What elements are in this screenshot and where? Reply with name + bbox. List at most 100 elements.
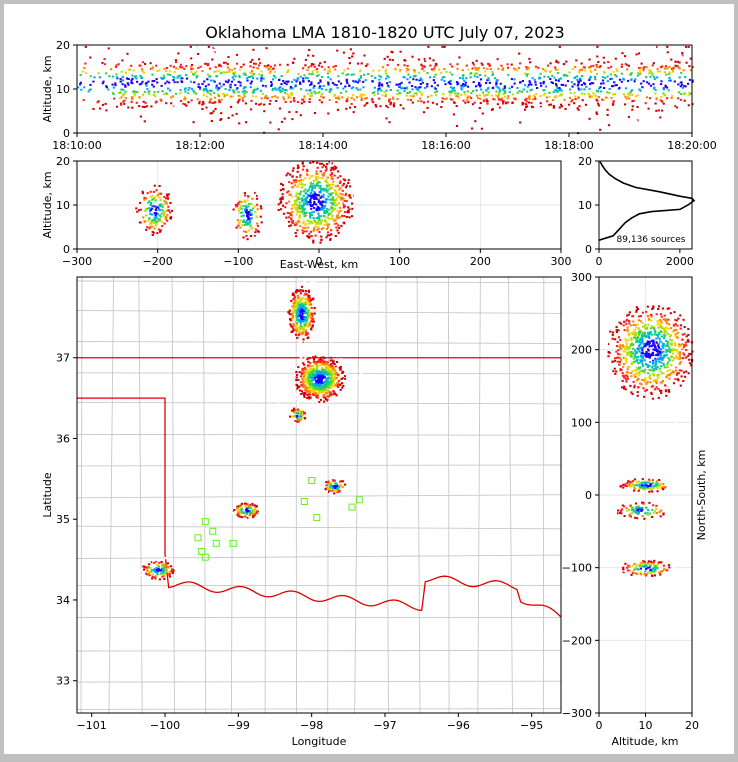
altitude-eastwest-source [298, 184, 300, 186]
altitude-eastwest-source [323, 194, 325, 196]
altitude-time-source [603, 57, 605, 59]
altitude-time-source [328, 66, 330, 68]
plan-view-source [155, 575, 157, 577]
altitude-time-source [439, 104, 441, 106]
plan-view-source [304, 418, 306, 420]
altitude-eastwest-source [245, 235, 247, 237]
plan-view-source [241, 503, 243, 505]
altitude-time-source [408, 129, 410, 131]
altitude-time-source [584, 70, 586, 72]
altitude-time-source [86, 112, 88, 114]
altitude-eastwest-source [311, 212, 313, 214]
plan-view-source [313, 361, 315, 363]
altitude-eastwest-source [330, 229, 332, 231]
altitude-time-source [465, 84, 467, 86]
plan-view-source [279, 395, 281, 397]
altitude-time-source [562, 50, 564, 52]
plan-view-source [283, 383, 285, 385]
altitude-eastwest-source [339, 210, 341, 212]
plan-view-source [346, 349, 348, 351]
altitude-time-source [371, 80, 373, 82]
plan-view-source [307, 345, 309, 347]
altitude-time-source [668, 80, 670, 82]
plan-view-source [297, 297, 299, 299]
altitude-time-source [327, 76, 329, 78]
plan-view-source [292, 424, 294, 426]
altitude-time-source [301, 99, 303, 101]
plan-view-source [334, 393, 336, 395]
altitude-time-source [449, 83, 451, 85]
northsouth-altitude-source [619, 344, 621, 346]
altitude-time-source [590, 65, 592, 67]
altitude-time-source [224, 95, 226, 97]
altitude-time-source [122, 101, 124, 103]
altitude-eastwest-source [325, 198, 327, 200]
altitude-time-source [513, 78, 515, 80]
altitude-time-source [611, 78, 613, 80]
altitude-time-source [467, 69, 469, 71]
altitude-time-source [252, 77, 254, 79]
altitude-time-source [461, 52, 463, 54]
altitude-time-source [220, 72, 222, 74]
plan-view-source [152, 573, 154, 575]
altitude-eastwest-source [144, 236, 146, 238]
altitude-time-source [209, 101, 211, 103]
plan-view-source [319, 388, 321, 390]
altitude-time-source [325, 109, 327, 111]
plan-view-source [146, 570, 148, 572]
altitude-time-source [410, 111, 412, 113]
altitude-time-source [454, 90, 456, 92]
altitude-eastwest-source [327, 231, 329, 233]
altitude-time-source [672, 71, 674, 73]
altitude-time-source [170, 102, 172, 104]
altitude-eastwest-source [312, 240, 314, 242]
altitude-eastwest-source [311, 235, 313, 237]
plan-view-source [180, 569, 182, 571]
altitude-time-source [680, 81, 682, 83]
altitude-time-source [395, 84, 397, 86]
altitude-time-source [494, 77, 496, 79]
altitude-time-source [511, 78, 513, 80]
altitude-time-source [252, 49, 254, 51]
altitude-time-source [406, 107, 408, 109]
altitude-time-source [122, 89, 124, 91]
altitude-time-source [526, 101, 528, 103]
northsouth-altitude-source [615, 351, 617, 353]
altitude-time-source [369, 56, 371, 58]
altitude-time-source [232, 95, 234, 97]
altitude-time-source [348, 57, 350, 59]
altitude-time-source [105, 85, 107, 87]
altitude-eastwest-source [303, 204, 305, 206]
plan-view-source [288, 364, 290, 366]
altitude-eastwest-source [159, 204, 161, 206]
altitude-eastwest-source [256, 223, 258, 225]
northsouth-altitude-source [642, 322, 644, 324]
altitude-time-source [639, 73, 641, 75]
altitude-time-source [234, 68, 236, 70]
altitude-time-source [116, 106, 118, 108]
altitude-eastwest-source [302, 162, 304, 164]
altitude-eastwest-source [364, 209, 366, 211]
altitude-time-source [570, 92, 572, 94]
altitude-time-source [267, 97, 269, 99]
plan-view-source [139, 575, 141, 577]
northsouth-altitude-source [623, 386, 625, 388]
altitude-time-source [668, 66, 670, 68]
altitude-time-source [426, 85, 428, 87]
altitude-time-source [674, 81, 676, 83]
altitude-eastwest-source [287, 167, 289, 169]
altitude-eastwest-source [160, 199, 162, 201]
altitude-time-source [210, 94, 212, 96]
altitude-time-source [449, 95, 451, 97]
altitude-time-source [325, 89, 327, 91]
altitude-time-source [186, 78, 188, 80]
plan-view-source [325, 351, 327, 353]
altitude-time-source [219, 83, 221, 85]
altitude-time-source [250, 100, 252, 102]
altitude-time-source [471, 128, 473, 130]
altitude-eastwest-source [362, 175, 364, 177]
altitude-time-source [509, 91, 511, 93]
altitude-time-source [646, 58, 648, 60]
altitude-time-source [140, 83, 142, 85]
northsouth-altitude-source [627, 333, 629, 335]
